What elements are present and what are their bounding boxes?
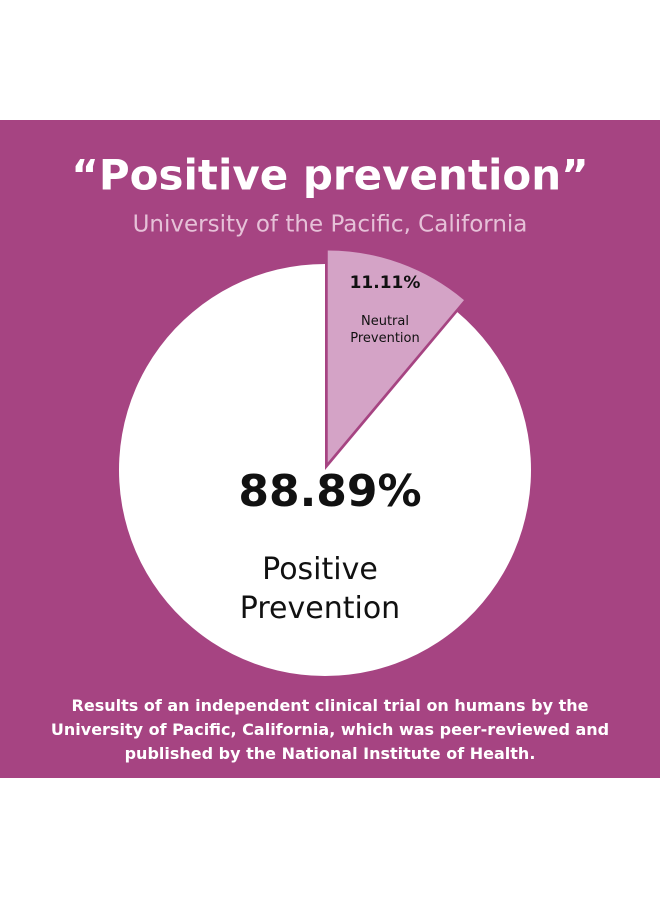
pie <box>119 250 531 676</box>
value-label: 11.11% <box>349 272 421 293</box>
chart-title: “Positive prevention” <box>71 151 588 200</box>
slice-label: Neutral Prevention <box>350 314 420 346</box>
slice-label: Positive Prevention <box>239 552 401 626</box>
chart-subtitle: University of the Pacific, California <box>133 212 528 238</box>
pie-slice <box>327 250 464 463</box>
pie-slice <box>119 264 531 676</box>
footnote: Results of an independent clinical trial… <box>50 696 610 763</box>
value-label: 88.89% <box>238 465 422 517</box>
